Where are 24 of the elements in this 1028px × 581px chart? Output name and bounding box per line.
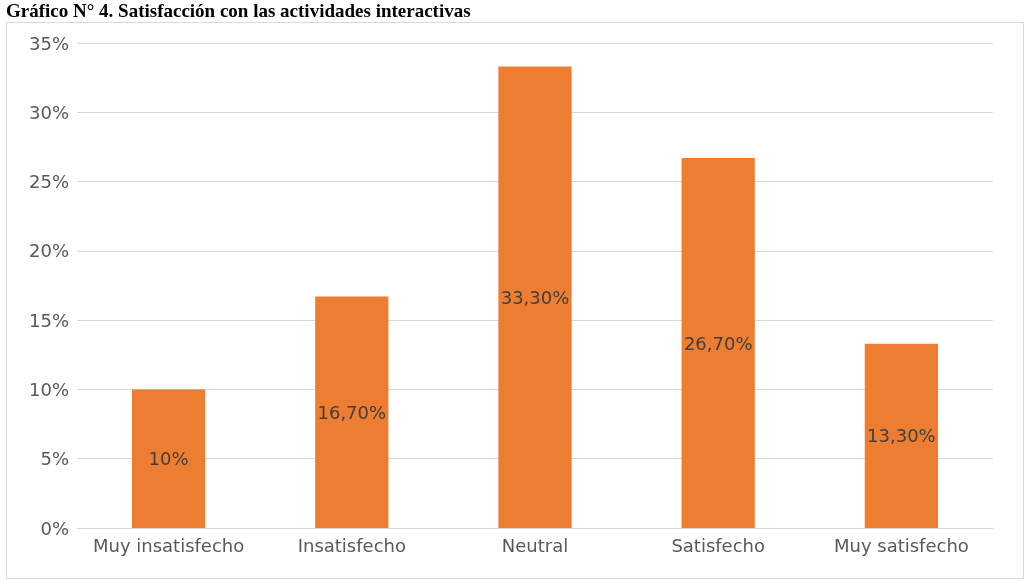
x-tick-label: Neutral: [501, 534, 569, 556]
y-tick-label: 30%: [28, 101, 69, 123]
y-tick-label: 15%: [28, 309, 69, 331]
y-tick-label: 20%: [28, 240, 69, 262]
x-tick-label: Satisfecho: [671, 534, 766, 556]
data-label: 26,70%: [683, 332, 753, 354]
bar: [498, 66, 572, 528]
chart-title: Gráfico N° 4. Satisfacción con las actividades interactivas: [6, 0, 471, 22]
y-tick-label: 0%: [40, 517, 69, 539]
x-tick-label: Muy satisfecho: [833, 534, 969, 556]
x-tick-label: Insatisfecho: [297, 534, 406, 556]
x-tick-label: Muy insatisfecho: [92, 534, 245, 556]
y-tick-label: 25%: [28, 171, 69, 193]
data-label: 13,30%: [867, 425, 936, 447]
bar: [864, 343, 939, 528]
bar: [131, 389, 206, 528]
data-label: 16,70%: [317, 401, 387, 423]
bar: [315, 296, 389, 528]
y-tick-label: 10%: [28, 378, 69, 400]
data-label: 33,30%: [500, 286, 570, 308]
data-label: 10%: [148, 448, 189, 470]
y-tick-label: 35%: [28, 32, 69, 54]
y-tick-label: 5%: [40, 448, 69, 470]
bar: [681, 158, 755, 528]
